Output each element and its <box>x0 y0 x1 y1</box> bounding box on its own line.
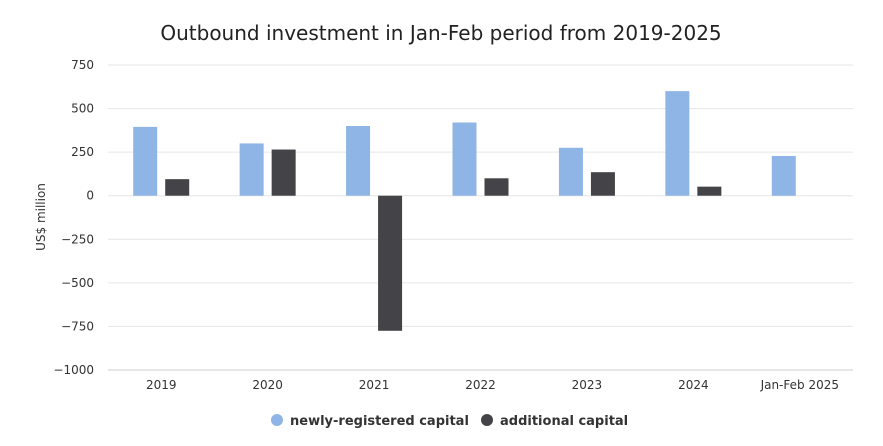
x-tick-label: Jan-Feb 2025 <box>760 378 839 392</box>
legend-marker <box>271 414 283 426</box>
bar-additional-capital-2024[interactable] <box>697 186 722 196</box>
y-tick-label: 500 <box>71 102 94 116</box>
bar-newly-registered-capital-jan-feb-2025[interactable] <box>771 155 796 196</box>
gridlines <box>108 64 853 371</box>
y-tick-label: −1000 <box>53 363 94 377</box>
y-tick-label: 750 <box>71 58 94 72</box>
legend-marker <box>481 414 493 426</box>
y-axis-label: US$ million <box>34 183 48 251</box>
bar-additional-capital-2023[interactable] <box>590 172 615 196</box>
bar-newly-registered-capital-2022[interactable] <box>452 122 477 196</box>
x-tick-label: 2020 <box>252 378 283 392</box>
x-tick-label: 2023 <box>572 378 603 392</box>
legend-label: additional capital <box>500 414 628 429</box>
bar-newly-registered-capital-2023[interactable] <box>558 147 583 196</box>
bar-newly-registered-capital-2021[interactable] <box>346 126 371 196</box>
legend-item[interactable]: newly-registered capital <box>271 414 469 429</box>
bar-additional-capital-2019[interactable] <box>165 179 190 196</box>
x-axis-ticks: 2019 2020 2021 2022 2023 2024 Jan-Feb 2025 <box>146 378 839 392</box>
bar-additional-capital-2022[interactable] <box>484 178 509 196</box>
legend-label: newly-registered capital <box>290 414 469 429</box>
y-tick-label: −500 <box>61 276 94 290</box>
bar-newly-registered-capital-2019[interactable] <box>133 126 158 196</box>
bar-newly-registered-capital-2020[interactable] <box>239 143 264 196</box>
legend[interactable]: newly-registered capital additional capit… <box>271 414 628 429</box>
x-tick-label: 2024 <box>678 378 709 392</box>
x-tick-label: 2019 <box>146 378 177 392</box>
legend-item[interactable]: additional capital <box>481 414 628 429</box>
y-tick-label: −750 <box>61 319 94 333</box>
bar-additional-capital-2020[interactable] <box>271 149 296 196</box>
y-tick-label: 250 <box>71 145 94 159</box>
bars <box>133 91 796 331</box>
x-tick-label: 2022 <box>465 378 496 392</box>
x-tick-label: 2021 <box>359 378 390 392</box>
y-tick-label: 0 <box>86 189 94 203</box>
y-tick-label: −250 <box>61 232 94 246</box>
chart-title: Outbound investment in Jan-Feb period fr… <box>160 21 721 45</box>
y-axis-ticks: 750 500 250 0 −250 −500 −750 −1000 <box>53 58 94 377</box>
bar-newly-registered-capital-2024[interactable] <box>665 91 690 196</box>
bar-additional-capital-2021[interactable] <box>378 195 403 331</box>
